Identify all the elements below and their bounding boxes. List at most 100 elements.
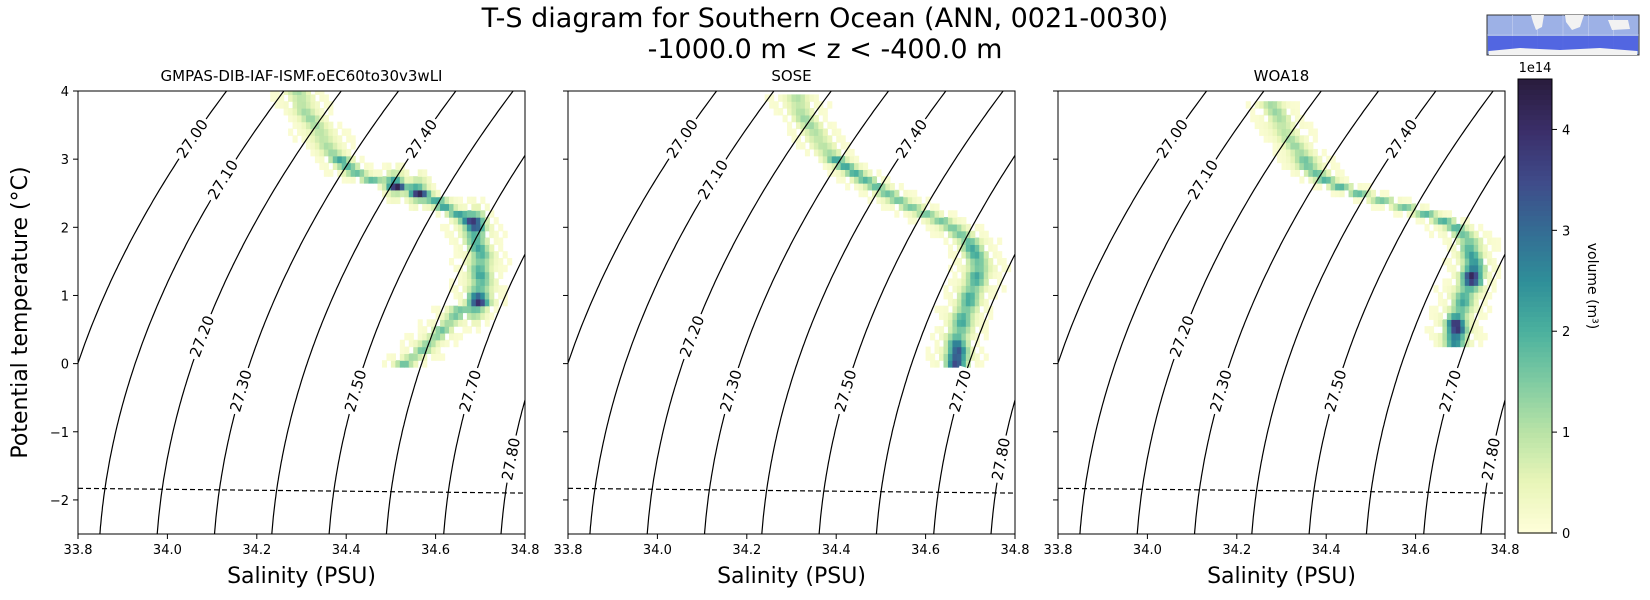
heatmap-cell bbox=[288, 91, 294, 96]
isopycnal-label-bg bbox=[662, 114, 703, 164]
heatmap-cell bbox=[502, 230, 508, 239]
colorbar-swatch bbox=[1518, 341, 1552, 348]
heatmap-cell bbox=[413, 360, 419, 368]
heatmap-cell bbox=[934, 346, 940, 354]
x-tick-label: 34.0 bbox=[1133, 543, 1162, 558]
heatmap-cell bbox=[1473, 298, 1479, 307]
heatmap-cell bbox=[934, 210, 940, 218]
heatmap-cell bbox=[475, 292, 481, 300]
heatmap-cell bbox=[764, 94, 770, 102]
heatmap-cell bbox=[979, 251, 985, 259]
x-tick-label: 34.0 bbox=[643, 543, 672, 558]
heatmap-cell bbox=[323, 162, 329, 170]
heatmap-cell bbox=[988, 292, 994, 300]
heatmap-cell bbox=[1397, 196, 1403, 205]
heatmap-cell bbox=[413, 176, 419, 184]
heatmap-cell bbox=[292, 121, 298, 130]
heatmap-cell bbox=[408, 353, 414, 361]
colorbar-swatch bbox=[1518, 336, 1552, 343]
heatmap-cell bbox=[417, 169, 423, 177]
heatmap-cell bbox=[408, 183, 414, 191]
heatmap-cell bbox=[1308, 162, 1314, 170]
heatmap-cell bbox=[970, 237, 976, 245]
colorbar-tick-label: 0 bbox=[1562, 527, 1570, 542]
x-tick-label: 34.0 bbox=[153, 543, 182, 558]
heatmap-cell bbox=[364, 169, 370, 177]
heatmap-cell bbox=[956, 278, 962, 286]
heatmap-cell bbox=[952, 271, 958, 280]
heatmap-cell bbox=[449, 203, 455, 211]
colorbar-swatch bbox=[1518, 255, 1552, 262]
colorbar-swatch bbox=[1518, 497, 1552, 504]
heatmap-cell bbox=[894, 196, 900, 205]
heatmap-cell bbox=[1326, 183, 1332, 191]
heatmap-cell bbox=[1482, 285, 1488, 293]
heatmap-cell bbox=[1303, 142, 1309, 150]
heatmap-cell bbox=[475, 210, 481, 218]
colorbar-tick-label: 1 bbox=[1562, 426, 1570, 441]
isopycnal-label-bg bbox=[203, 155, 243, 205]
heatmap-cell bbox=[502, 285, 508, 293]
heatmap-cell bbox=[404, 332, 410, 341]
heatmap-cell bbox=[827, 162, 833, 170]
heatmap-cell bbox=[449, 196, 455, 205]
heatmap-cell bbox=[484, 305, 490, 314]
heatmap-cell bbox=[921, 210, 927, 218]
colorbar-swatch bbox=[1518, 462, 1552, 469]
heatmap-cell bbox=[1268, 135, 1274, 143]
heatmap-cell bbox=[1357, 189, 1363, 198]
heatmap-cell bbox=[323, 101, 329, 109]
heatmap-cell bbox=[791, 101, 797, 109]
heatmap-cell bbox=[399, 353, 405, 361]
isopycnal-label: 27.70 bbox=[946, 368, 976, 414]
isopycnal-label: 27.30 bbox=[226, 368, 256, 414]
colorbar-swatch bbox=[1518, 406, 1552, 413]
heatmap-cell bbox=[422, 360, 428, 368]
heatmap-cell bbox=[323, 142, 329, 150]
colorbar-swatch bbox=[1518, 169, 1552, 176]
heatmap-cell bbox=[457, 278, 464, 286]
heatmap-cell bbox=[1348, 183, 1354, 191]
heatmap-cell bbox=[1272, 108, 1278, 116]
heatmap-cell bbox=[1491, 257, 1497, 266]
heatmap-cell bbox=[1473, 271, 1479, 280]
colorbar-swatch bbox=[1518, 205, 1552, 211]
plot-frame bbox=[567, 90, 1016, 535]
heatmap-cell bbox=[943, 237, 949, 245]
heatmap-cell bbox=[493, 305, 499, 314]
colorbar-swatch bbox=[1518, 326, 1552, 333]
heatmap-cell bbox=[1397, 210, 1403, 218]
heatmap-cell bbox=[480, 257, 486, 266]
heatmap-cell bbox=[956, 285, 962, 293]
heatmap-cell bbox=[1455, 292, 1461, 300]
heatmap-cell bbox=[943, 360, 949, 368]
colorbar-swatch bbox=[1518, 99, 1552, 106]
heatmap-cell bbox=[493, 237, 499, 245]
heatmap-cell bbox=[1294, 142, 1300, 150]
heatmap-cell bbox=[934, 203, 940, 211]
heatmap-cell bbox=[1487, 230, 1493, 239]
heatmap-cell bbox=[1344, 176, 1350, 184]
heatmap-cell bbox=[466, 264, 472, 273]
heatmap-cell bbox=[1451, 230, 1457, 239]
heatmap-cell bbox=[782, 94, 788, 102]
heatmap-cell bbox=[1464, 319, 1470, 327]
heatmap-cell bbox=[368, 176, 374, 184]
heatmap-cell bbox=[1482, 264, 1488, 273]
isopycnal-label: 27.20 bbox=[1166, 313, 1198, 360]
heatmap-cell bbox=[947, 278, 954, 286]
heatmap-cell bbox=[457, 332, 464, 341]
heatmap-cell bbox=[422, 183, 428, 191]
heatmap-cell bbox=[1285, 128, 1292, 136]
heatmap-cell bbox=[1259, 101, 1265, 109]
colorbar-swatch bbox=[1518, 401, 1552, 408]
heatmap-cell bbox=[453, 251, 459, 259]
heatmap-cell bbox=[939, 326, 945, 334]
heatmap-cell bbox=[1312, 128, 1318, 136]
heatmap-cell bbox=[449, 278, 455, 286]
colorbar-swatch bbox=[1518, 517, 1552, 524]
heatmap-cell bbox=[947, 339, 954, 348]
heatmap-cell bbox=[471, 230, 477, 239]
heatmap-cell bbox=[457, 217, 464, 225]
heatmap-cell bbox=[466, 305, 472, 314]
